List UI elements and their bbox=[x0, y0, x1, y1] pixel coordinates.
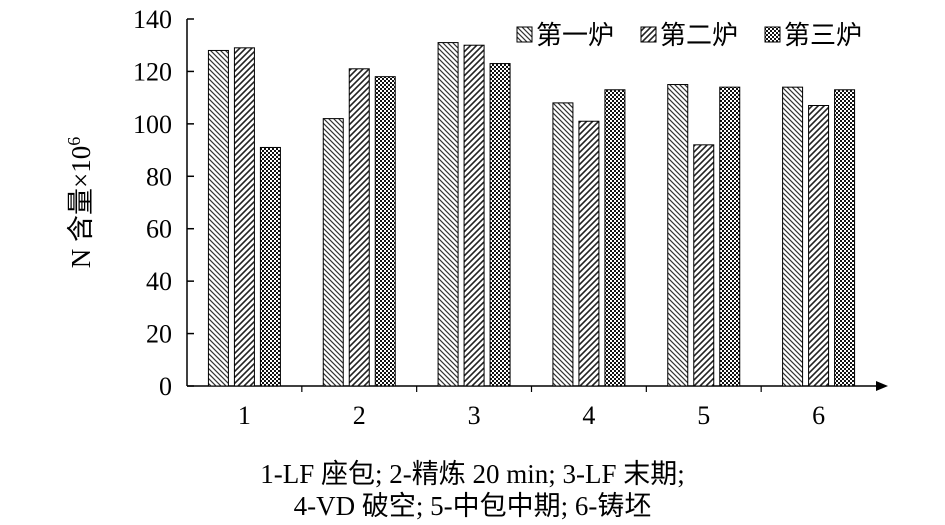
x-tick-label: 3 bbox=[468, 401, 481, 430]
bar bbox=[374, 76, 396, 387]
bar bbox=[463, 44, 485, 387]
y-tick-label: 0 bbox=[159, 372, 172, 401]
legend-swatch bbox=[640, 26, 657, 43]
x-tick-label: 1 bbox=[238, 401, 251, 430]
legend-label: 第一炉 bbox=[536, 21, 614, 51]
legend-swatch bbox=[764, 26, 781, 43]
x-tick-label: 2 bbox=[353, 401, 366, 430]
y-tick-label: 20 bbox=[146, 320, 172, 349]
legend-label: 第三炉 bbox=[784, 21, 862, 51]
legend-label: 第二炉 bbox=[660, 21, 738, 51]
y-tick-label: 120 bbox=[133, 57, 172, 86]
caption-line-1: 1-LF 座包; 2-精炼 20 min; 3-LF 末期; bbox=[260, 459, 685, 489]
bar bbox=[808, 105, 830, 387]
bar-chart: 0 20 40 60 80 100 120 140 1 2 3 4 5 6 N 含量×106 第一炉 第二炉 第三… bbox=[64, 5, 888, 430]
y-axis-label: N 含量×106 bbox=[64, 137, 96, 268]
bar bbox=[489, 63, 511, 387]
x-tick-label: 6 bbox=[812, 401, 825, 430]
bar bbox=[834, 89, 856, 387]
bar bbox=[693, 144, 715, 387]
bar bbox=[782, 86, 804, 387]
x-tick-label: 4 bbox=[582, 401, 595, 430]
bar bbox=[578, 120, 600, 387]
bar bbox=[719, 86, 741, 387]
y-tick-label: 80 bbox=[146, 162, 172, 191]
y-tick-label: 100 bbox=[133, 110, 172, 139]
legend-swatch bbox=[516, 26, 533, 43]
x-tick-label: 5 bbox=[697, 401, 710, 430]
caption-line-2: 4-VD 破空; 5-中包中期; 6-铸坯 bbox=[293, 491, 652, 521]
x-axis-arrow bbox=[876, 381, 888, 391]
bar bbox=[259, 146, 281, 387]
y-tick-label: 60 bbox=[146, 215, 172, 244]
bar bbox=[322, 118, 344, 387]
y-tick-label: 40 bbox=[146, 267, 172, 296]
bar bbox=[233, 47, 255, 387]
bar bbox=[437, 42, 459, 387]
bar bbox=[207, 49, 229, 387]
y-tick-label: 140 bbox=[133, 5, 172, 34]
bar bbox=[604, 89, 626, 387]
bar bbox=[667, 84, 689, 387]
bar bbox=[552, 102, 574, 387]
bar bbox=[348, 68, 370, 387]
